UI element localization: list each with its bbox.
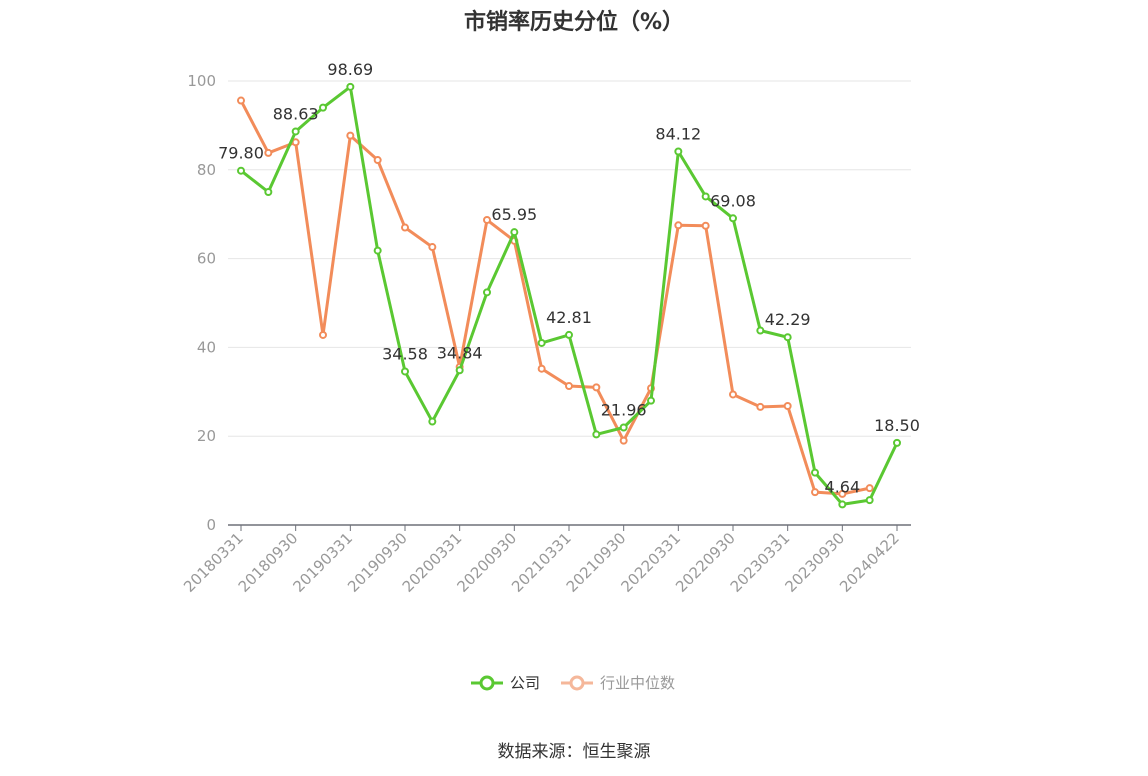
data-label: 69.08 — [710, 191, 756, 210]
data-label: 4.64 — [825, 477, 861, 496]
data-point — [811, 488, 819, 497]
data-point — [674, 147, 683, 156]
data-point — [729, 214, 737, 223]
data-point — [346, 82, 355, 91]
data-point — [701, 221, 710, 230]
legend-company-marker-icon — [471, 675, 503, 690]
data-point — [619, 423, 628, 432]
legend-label-industry-median: 行业中位数 — [600, 674, 676, 692]
data-point — [865, 484, 874, 493]
data-label: 18.50 — [874, 416, 920, 435]
x-tick-label: 20240422 — [836, 529, 903, 596]
data-point — [401, 223, 409, 232]
data-label: 88.63 — [273, 104, 319, 123]
legend-item-company[interactable]: 公司 — [470, 672, 540, 693]
data-point — [428, 243, 437, 252]
y-tick-label: 0 — [206, 516, 216, 534]
data-point — [592, 383, 601, 392]
data-point — [264, 188, 273, 196]
data-label: 42.29 — [765, 310, 811, 329]
data-point — [291, 127, 300, 136]
data-point — [291, 138, 300, 147]
data-point — [455, 366, 464, 375]
data-point — [537, 364, 546, 373]
y-tick-label: 80 — [197, 161, 216, 179]
y-tick-label: 20 — [197, 427, 216, 445]
y-tick-label: 60 — [197, 250, 216, 268]
data-point — [647, 396, 655, 405]
data-source-note: 数据来源：恒生聚源 — [497, 742, 651, 762]
data-point — [319, 103, 327, 112]
data-point — [565, 382, 573, 391]
data-point — [401, 367, 409, 376]
data-label: 84.12 — [655, 125, 701, 144]
data-label: 98.69 — [327, 60, 373, 79]
data-label: 21.96 — [601, 400, 647, 419]
data-label: 42.81 — [546, 308, 592, 327]
data-point — [237, 96, 245, 105]
data-point — [865, 496, 874, 505]
data-point — [756, 402, 765, 411]
data-point — [674, 221, 683, 230]
data-point — [373, 246, 382, 255]
data-point — [592, 430, 601, 439]
data-point — [701, 192, 710, 201]
data-point — [619, 436, 628, 445]
data-point — [811, 468, 819, 477]
data-label: 79.80 — [218, 144, 264, 163]
data-point — [838, 489, 847, 498]
data-point — [319, 330, 327, 339]
y-tick-label: 100 — [187, 72, 216, 90]
data-point — [264, 148, 273, 157]
data-point — [838, 500, 847, 509]
legend-item-industry-median[interactable]: 行业中位数 — [560, 672, 675, 693]
data-point — [783, 333, 792, 342]
data-label: 65.95 — [491, 205, 537, 224]
series-line — [239, 99, 870, 496]
chart-legend: 公司 行业中位数 — [470, 672, 695, 693]
data-point — [510, 228, 519, 237]
data-point — [428, 417, 437, 426]
data-point — [346, 131, 355, 140]
chart-title: 市销率历史分位（%） — [463, 10, 685, 35]
data-point — [565, 330, 573, 339]
data-point — [893, 438, 901, 447]
data-point — [729, 390, 737, 399]
data-point — [483, 215, 491, 224]
y-tick-label: 40 — [197, 338, 216, 356]
legend-label-company: 公司 — [510, 674, 541, 692]
data-label: 34.84 — [437, 343, 483, 362]
data-point — [783, 402, 792, 411]
data-label: 34.58 — [382, 344, 428, 363]
data-point — [537, 338, 546, 347]
data-point — [237, 166, 245, 175]
legend-industry-marker-icon — [561, 675, 594, 690]
data-point — [373, 156, 382, 165]
data-point — [756, 326, 765, 335]
data-point — [483, 288, 491, 297]
